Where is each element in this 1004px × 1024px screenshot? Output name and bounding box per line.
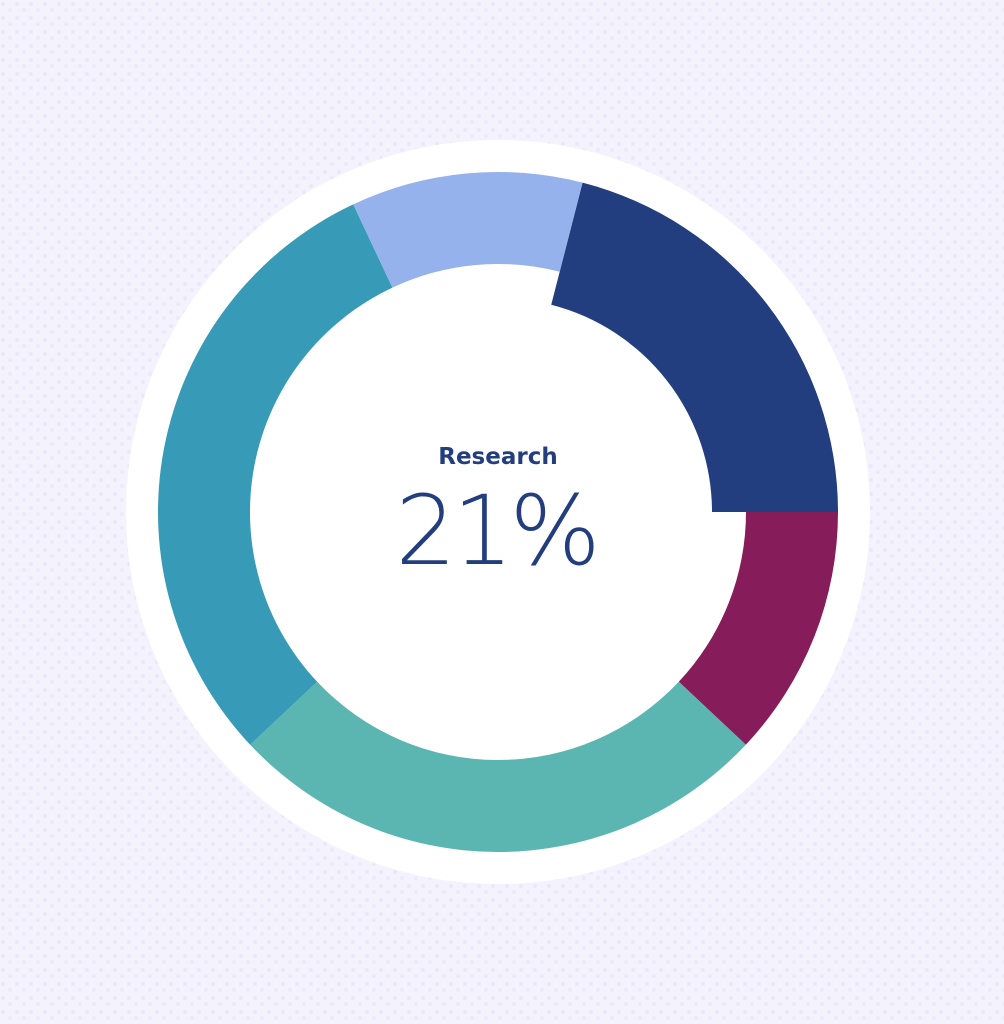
donut-segment bbox=[157, 204, 393, 745]
center-category: Research bbox=[438, 444, 557, 470]
center-value: 21% bbox=[395, 475, 596, 587]
donut-segment bbox=[551, 182, 838, 512]
donut-segment bbox=[353, 171, 583, 288]
donut-segment bbox=[678, 512, 838, 745]
donut-segment bbox=[250, 681, 746, 852]
donut bbox=[157, 171, 838, 852]
